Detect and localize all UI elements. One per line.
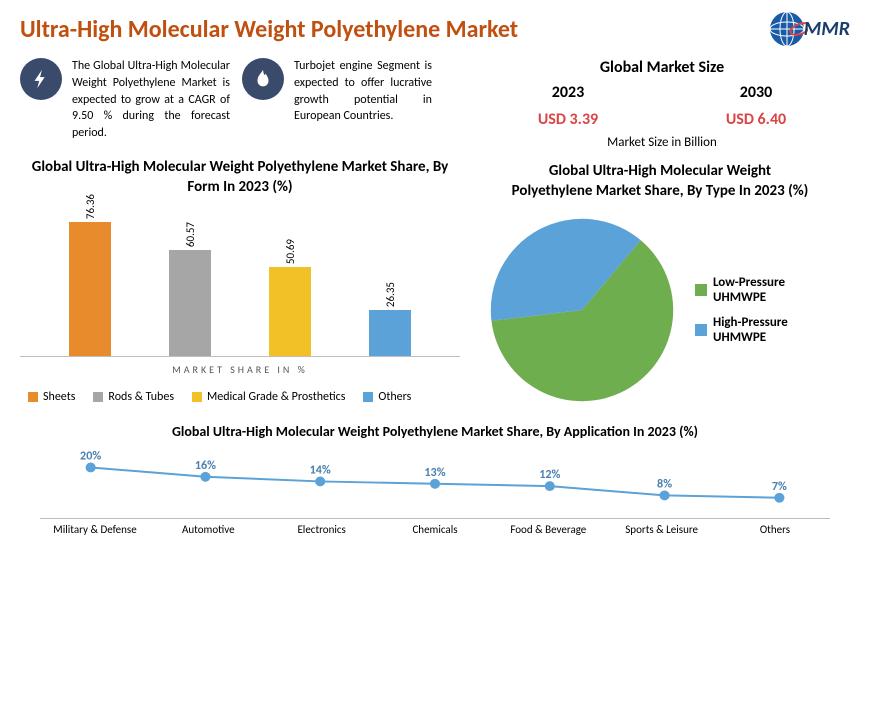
globe-icon — [766, 8, 808, 50]
val-0: USD 3.39 — [538, 110, 598, 129]
line-value-label: 12% — [539, 469, 560, 483]
bar-3: 26.35 — [369, 282, 411, 356]
legend-item: Sheets — [28, 390, 75, 404]
segment-fact: Turbojet engine Segment is expected to o… — [242, 58, 432, 150]
legend-label: Rods & Tubes — [108, 390, 174, 404]
flame-icon — [242, 58, 284, 100]
line-marker — [315, 477, 325, 487]
legend-item: Others — [363, 390, 411, 404]
bar-rect — [369, 310, 411, 356]
pie-legend: Low-Pressure UHMWPE High-Pressure UHMWPE — [695, 265, 833, 355]
bar-1: 60.57 — [169, 222, 211, 356]
bar-axis-label: MARKET SHARE IN % — [20, 363, 460, 376]
line-category-label: Chemicals — [390, 523, 480, 536]
line-value-label: 20% — [80, 450, 101, 464]
bar-value-label: 50.69 — [284, 239, 297, 264]
logo-text: MMR — [804, 17, 850, 41]
year-0: 2023 — [552, 83, 584, 102]
line-value-label: 13% — [424, 466, 445, 480]
bar-value-label: 76.36 — [84, 194, 97, 219]
bar-rect — [69, 222, 111, 356]
line-value-label: 16% — [195, 459, 216, 473]
header: Ultra-High Molecular Weight Polyethylene… — [0, 0, 870, 54]
legend-item: Rods & Tubes — [93, 390, 174, 404]
bar-value-label: 60.57 — [184, 222, 197, 247]
line-category-label: Sports & Leisure — [617, 523, 707, 536]
legend-label: Others — [378, 390, 411, 404]
line-chart-area: 20% 16% 14% 13% 12% 8% 7% — [40, 449, 830, 519]
pie-chart: Global Ultra-High Molecular Weight Polye… — [470, 158, 850, 405]
bar-value-label: 26.35 — [384, 282, 397, 307]
legend-swatch — [192, 392, 202, 402]
market-size-years: 2023 2030 — [474, 83, 850, 102]
line-chart-title: Global Ultra-High Molecular Weight Polye… — [40, 423, 830, 441]
segment-text: Turbojet engine Segment is expected to o… — [294, 58, 432, 125]
legend-label: Sheets — [43, 390, 75, 404]
val-1: USD 6.40 — [726, 110, 786, 129]
line-category-label: Others — [730, 523, 820, 536]
legend-label: Low-Pressure UHMWPE — [713, 275, 833, 305]
legend-swatch — [695, 324, 707, 336]
line-value-label: 8% — [657, 478, 672, 492]
pie-chart-title: Global Ultra-High Molecular Weight Polye… — [510, 162, 810, 201]
line-category-label: Electronics — [277, 523, 367, 536]
line-marker — [430, 479, 440, 489]
line-marker — [545, 481, 555, 491]
legend-item: Medical Grade & Prosthetics — [192, 390, 345, 404]
market-size-title: Global Market Size — [474, 58, 850, 77]
bolt-icon — [20, 58, 62, 100]
legend-swatch — [28, 392, 38, 402]
legend-swatch — [93, 392, 103, 402]
bar-rect — [169, 250, 211, 356]
charts-row: Global Ultra-High Molecular Weight Polye… — [0, 150, 870, 405]
bar-chart: Global Ultra-High Molecular Weight Polye… — [20, 158, 460, 405]
line-value-label: 7% — [772, 480, 787, 494]
legend-label: Medical Grade & Prosthetics — [207, 390, 345, 404]
bar-legend: Sheets Rods & Tubes Medical Grade & Prosth… — [20, 390, 460, 404]
line-marker — [660, 491, 670, 501]
line-value-label: 14% — [310, 464, 331, 478]
bar-chart-title: Global Ultra-High Molecular Weight Polye… — [20, 158, 460, 197]
brand-logo: MMR — [766, 8, 850, 50]
page-title: Ultra-High Molecular Weight Polyethylene… — [20, 15, 518, 44]
bar-rect — [269, 267, 311, 356]
line-chart-svg: 20% 16% 14% 13% 12% 8% 7% — [40, 449, 830, 518]
bar-2: 50.69 — [269, 239, 311, 356]
pie-legend-item: Low-Pressure UHMWPE — [695, 275, 833, 305]
line-marker — [200, 472, 210, 482]
pie-chart-svg — [487, 215, 677, 405]
pie-legend-item: High-Pressure UHMWPE — [695, 315, 833, 345]
bar-chart-area: 76.3660.5750.6926.35 — [20, 207, 460, 357]
legend-swatch — [363, 392, 373, 402]
market-size-values: USD 3.39 USD 6.40 — [474, 110, 850, 129]
line-category-label: Automotive — [163, 523, 253, 536]
bar-0: 76.36 — [69, 194, 111, 356]
year-1: 2030 — [740, 83, 772, 102]
legend-label: High-Pressure UHMWPE — [713, 315, 833, 345]
cagr-fact: The Global Ultra-High Molecular Weight P… — [20, 58, 230, 150]
line-category-label: Food & Beverage — [503, 523, 593, 536]
line-category-label: Military & Defense — [50, 523, 140, 536]
line-marker — [86, 463, 96, 473]
line-categories: Military & Defense Automotive Electronics C… — [40, 523, 830, 536]
summary-row: The Global Ultra-High Molecular Weight P… — [0, 54, 870, 150]
legend-swatch — [695, 284, 707, 296]
line-chart: Global Ultra-High Molecular Weight Polye… — [0, 405, 870, 536]
line-marker — [774, 493, 784, 503]
market-size-panel: Global Market Size 2023 2030 USD 3.39 US… — [444, 58, 850, 150]
market-size-caption: Market Size in Billion — [474, 135, 850, 150]
cagr-text: The Global Ultra-High Molecular Weight P… — [72, 58, 230, 142]
